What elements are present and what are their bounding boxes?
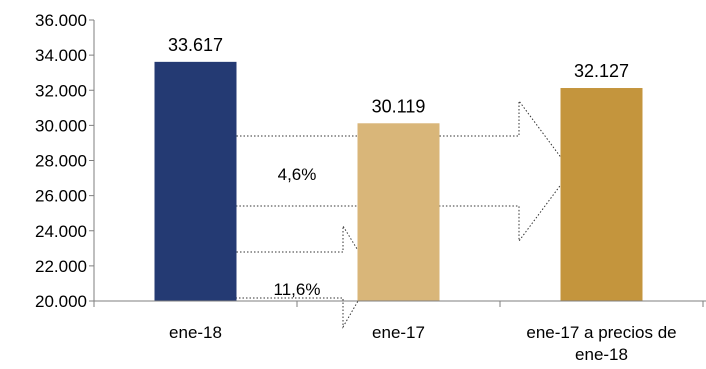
bars-group [154,61,643,301]
y-tick-label: 30.000 [35,116,87,135]
bar [357,123,440,301]
category-label: ene-17 a precios de [526,323,676,342]
arrow-shape-small [236,224,374,329]
category-label: ene-18 [169,323,222,342]
data-label: 30.119 [372,96,426,116]
bar [154,61,237,301]
y-tick-label: 24.000 [35,222,87,241]
y-tick-label: 34.000 [35,46,87,65]
data-label: 33.617 [168,35,223,55]
arrow-label-small: 11,6% [274,280,321,299]
axes-group: 20.000 22.000 24.000 26.000 28.000 30.000 32.0… [35,11,706,311]
y-tick-label: 32.000 [35,81,87,100]
y-tick-label: 22.000 [35,257,87,276]
bar [560,88,643,301]
data-label: 32.127 [574,61,629,81]
y-tick-label: 28.000 [35,152,87,171]
y-tick-label: 20.000 [35,292,87,311]
category-label: ene-18 [575,345,628,364]
labels-group: 33.617 ene-18 30.119 ene-17 32.127 ene-17 a p… [168,35,677,364]
y-tick-label: 36.000 [35,11,87,30]
y-tick-label: 26.000 [35,187,87,206]
category-label: ene-17 [372,323,425,342]
arrow-label-large: 4,6% [278,165,317,184]
